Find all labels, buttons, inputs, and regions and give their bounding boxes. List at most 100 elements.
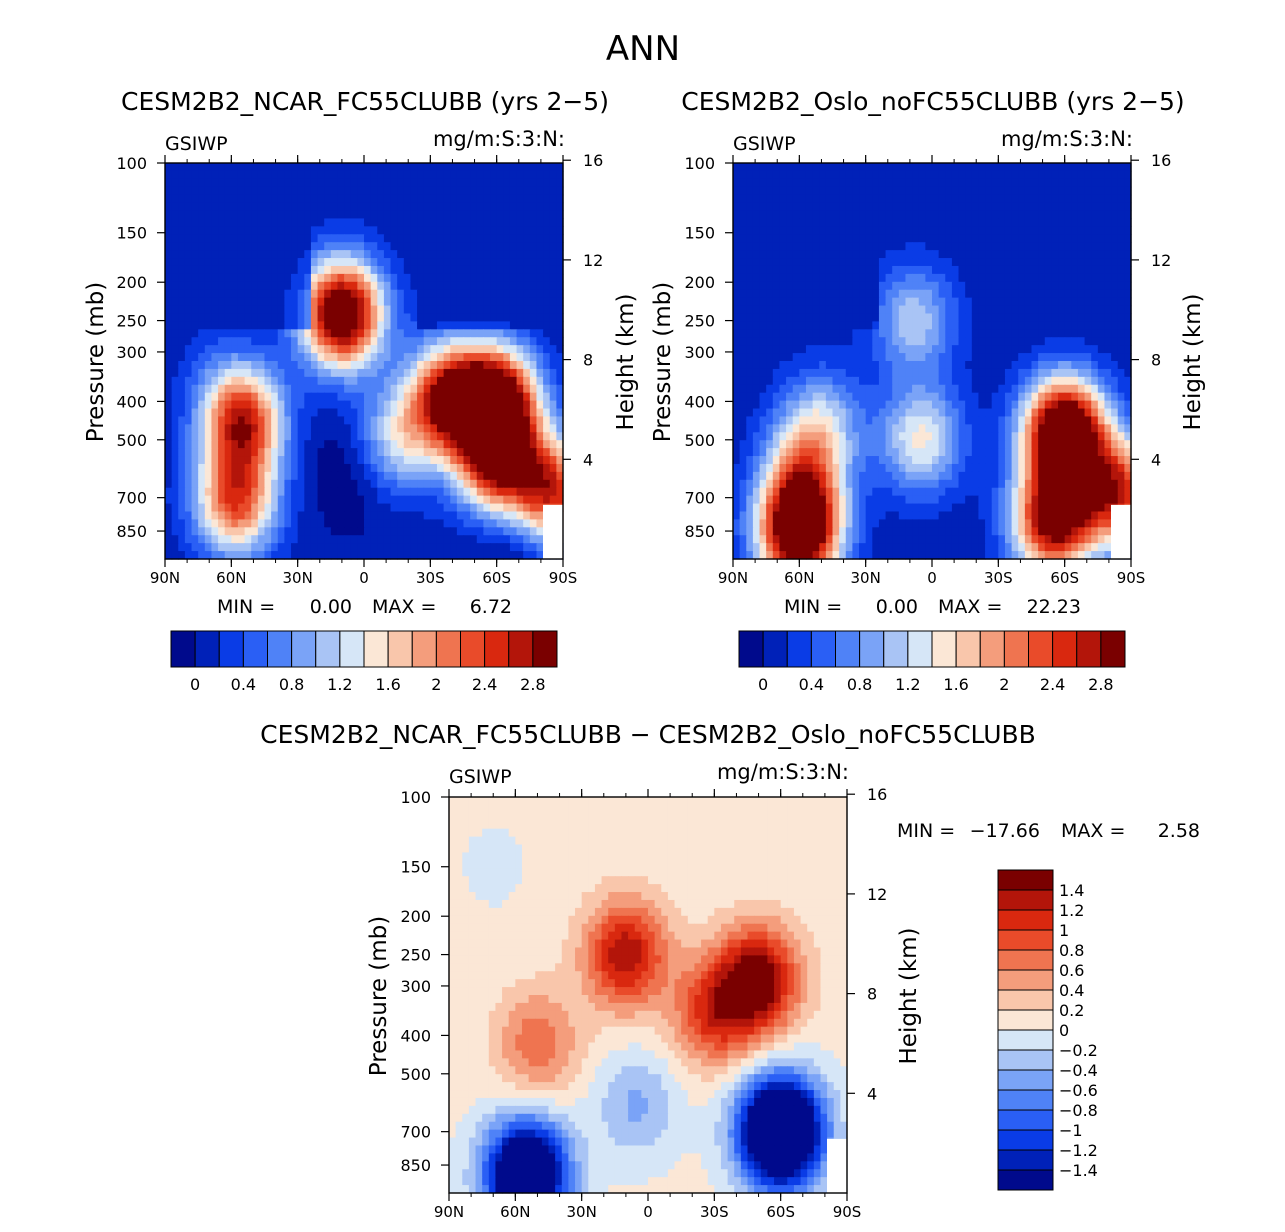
heatmap-cell — [184, 400, 193, 410]
heatmap-cell — [357, 376, 365, 386]
heatmap-cell — [779, 163, 787, 172]
heatmap-cell — [383, 456, 392, 465]
heatmap-cell — [211, 408, 219, 418]
heatmap-cell — [1044, 313, 1052, 322]
heatmap-cell — [377, 463, 385, 473]
heatmap-cell — [211, 519, 219, 528]
heatmap-cell — [423, 353, 431, 362]
heatmap-cell — [991, 265, 999, 275]
heatmap-cell — [377, 503, 385, 513]
heatmap-cell — [390, 170, 398, 180]
heatmap-cell — [397, 543, 405, 552]
heatmap-cell — [251, 265, 259, 275]
heatmap-cell — [845, 353, 853, 362]
heatmap-cell — [1104, 368, 1112, 378]
heatmap-cell — [529, 432, 538, 441]
heatmap-cell — [171, 376, 179, 386]
heatmap-cell — [845, 250, 853, 259]
heatmap-cell — [304, 503, 312, 513]
heatmap-cell — [390, 163, 398, 172]
heatmap-cell — [304, 321, 312, 330]
heatmap-cell — [443, 424, 451, 433]
heatmap-cell — [733, 297, 741, 307]
heatmap-cell — [1084, 242, 1092, 251]
heatmap-cell — [971, 265, 980, 275]
heatmap-cell — [1011, 337, 1019, 346]
heatmap-cell — [872, 281, 880, 291]
heatmap-cell — [463, 289, 471, 299]
heatmap-cell — [898, 265, 907, 275]
heatmap-cell — [752, 345, 761, 354]
heatmap-cell — [364, 226, 372, 235]
heatmap-cell — [430, 321, 438, 330]
heatmap-cell — [549, 178, 557, 188]
heatmap-cell — [918, 250, 926, 259]
heatmap-cell — [978, 242, 986, 251]
heatmap-cell — [344, 361, 352, 370]
heatmap-cell — [350, 321, 358, 330]
heatmap-cell — [786, 321, 794, 330]
heatmap-cell — [845, 392, 853, 402]
heatmap-cell — [364, 186, 372, 196]
heatmap-cell — [898, 297, 907, 307]
heatmap-cell — [317, 234, 325, 243]
heatmap-cell — [370, 186, 378, 196]
heatmap-cell — [905, 321, 913, 330]
heatmap-cell — [271, 321, 279, 330]
heatmap-cell — [470, 503, 478, 513]
heatmap-cell — [370, 463, 378, 473]
heatmap-cell — [1071, 163, 1079, 172]
heatmap-cell — [1038, 250, 1046, 259]
heatmap-cell — [812, 170, 820, 180]
heatmap-cell — [470, 440, 478, 449]
heatmap-cell — [825, 368, 834, 378]
heatmap-cell — [470, 384, 478, 394]
heatmap-cell — [1024, 289, 1033, 299]
heatmap-cell — [746, 337, 754, 346]
heatmap-cell — [476, 329, 484, 338]
heatmap-cell — [277, 416, 285, 425]
heatmap-cell — [490, 337, 498, 346]
heatmap-cell — [483, 194, 491, 204]
heatmap-cell — [377, 527, 385, 536]
heatmap-cell — [284, 551, 292, 560]
heatmap-cell — [746, 265, 754, 275]
heatmap-cell — [779, 273, 787, 283]
heatmap-cell — [1064, 234, 1072, 243]
heatmap-cell — [310, 376, 319, 386]
heatmap-cell — [925, 202, 933, 212]
heatmap-cell — [536, 337, 544, 346]
heatmap-cell — [529, 456, 538, 465]
heatmap-cell — [317, 242, 325, 251]
heatmap-cell — [1091, 329, 1099, 338]
heatmap-cell — [805, 353, 814, 362]
heatmap-cell — [752, 218, 761, 227]
heatmap-cell — [998, 376, 1006, 386]
heatmap-cell — [918, 281, 926, 291]
heatmap-cell — [350, 519, 358, 528]
heatmap-cell — [759, 163, 767, 172]
heatmap-cell — [310, 384, 319, 394]
heatmap-cell — [330, 368, 339, 378]
heatmap-cell — [211, 202, 219, 212]
heatmap-cell — [536, 543, 544, 552]
heatmap-cell — [503, 289, 511, 299]
heatmap-cell — [178, 376, 186, 386]
heatmap-cell — [1038, 242, 1046, 251]
heatmap-cell — [945, 361, 953, 370]
heatmap-cell — [998, 400, 1006, 410]
heatmap-cell — [1064, 242, 1072, 251]
heatmap-cell — [264, 503, 272, 513]
heatmap-cell — [925, 400, 933, 410]
heatmap-cell — [523, 456, 531, 465]
heatmap-cell — [377, 345, 385, 354]
heatmap-cell — [812, 234, 820, 243]
heatmap-cell — [251, 329, 259, 338]
heatmap-cell — [218, 384, 226, 394]
heatmap-cell — [337, 297, 345, 307]
heatmap-cell — [423, 313, 431, 322]
heatmap-cell — [509, 527, 518, 536]
heatmap-cell — [503, 329, 511, 338]
heatmap-cell — [304, 289, 312, 299]
heatmap-cell — [1004, 210, 1013, 220]
